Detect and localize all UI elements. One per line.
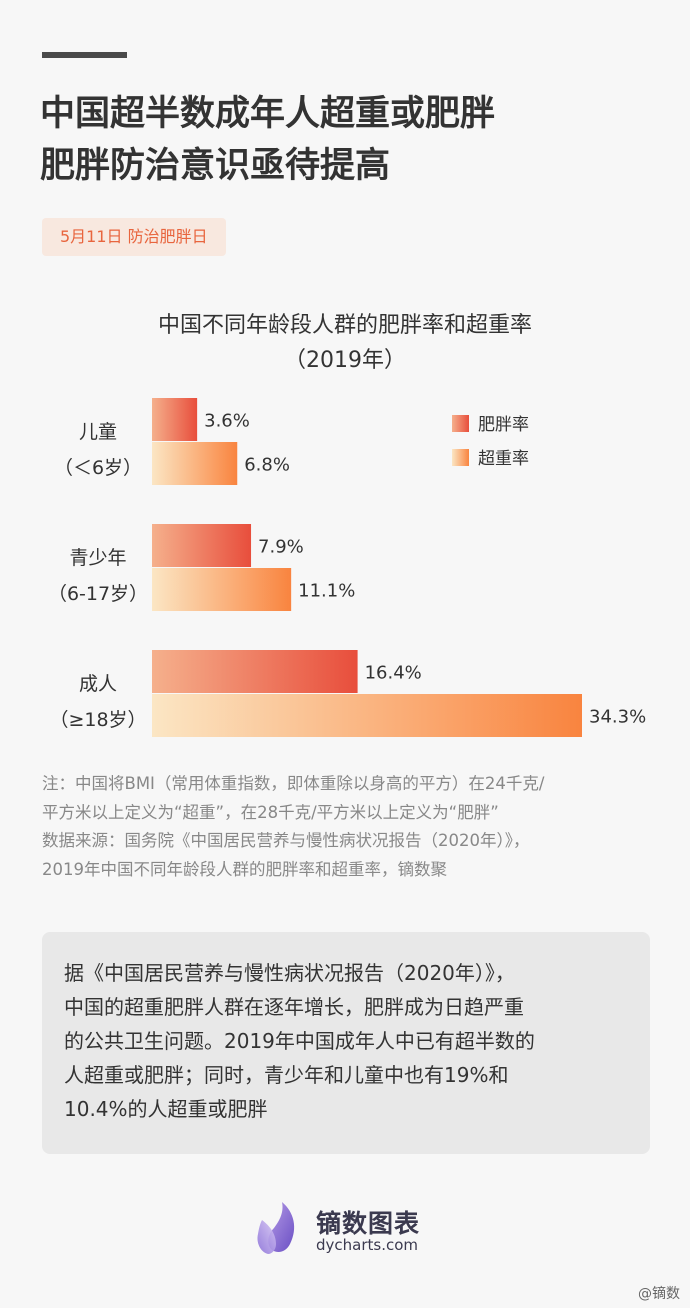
note-line3: 数据来源：国务院《中国居民营养与慢性病状况报告（2020年）》，: [42, 831, 530, 850]
category-sublabel: （＜6岁）: [54, 457, 142, 479]
summary-box: 据《中国居民营养与慢性病状况报告（2020年）》， 中国的超重肥胖人群在逐年增长…: [42, 932, 650, 1154]
bar-overweight: [152, 694, 582, 737]
category-label: 儿童: [79, 421, 117, 443]
legend-label: 肥胖率: [478, 415, 529, 435]
summary-line2: 中国的超重肥胖人群在逐年增长，肥胖成为日趋严重: [64, 995, 524, 1019]
chart-title: 中国不同年龄段人群的肥胖率和超重率: [157, 313, 532, 338]
legend-label: 超重率: [478, 449, 529, 469]
summary-line3: 的公共卫生问题。2019年中国成年人中已有超半数的: [64, 1029, 535, 1053]
chart-note: 注：中国将BMI（常用体重指数，即体重除以身高的平方）在24千克/ 平方米以上定…: [42, 770, 662, 884]
category-group: 儿童 （＜6岁） 3.6% 6.8%: [54, 398, 290, 485]
category-sublabel: （6-17岁）: [48, 583, 148, 605]
brand-flame-icon: [257, 1202, 295, 1254]
category-label: 青少年: [69, 547, 126, 569]
headline: 中国超半数成年人超重或肥胖 肥胖防治意识亟待提高: [40, 88, 495, 192]
brand-url: dycharts.com: [316, 1236, 419, 1254]
summary-line5: 10.4%的人超重或肥胖: [64, 1097, 268, 1121]
chart-subtitle: （2019年）: [284, 348, 406, 373]
date-tag: 5月11日 防治肥胖日: [42, 218, 226, 256]
bar-obesity: [152, 524, 252, 567]
note-line1: 注：中国将BMI（常用体重指数，即体重除以身高的平方）在24千克/: [42, 774, 545, 793]
data-label: 16.4%: [365, 663, 422, 684]
note-line4: 2019年中国不同年龄段人群的肥胖率和超重率，镝数聚: [42, 859, 447, 879]
top-rule: [42, 52, 127, 58]
brand-logo: 镝数图表 dycharts.com: [254, 1198, 454, 1258]
weibo-watermark: @镝数: [638, 1286, 680, 1302]
summary-line1: 据《中国居民营养与慢性病状况报告（2020年）》，: [64, 961, 515, 985]
data-label: 6.8%: [244, 455, 290, 476]
bar-obesity: [152, 398, 198, 441]
chart-groups: 儿童 （＜6岁） 3.6% 6.8% 青少年 （6-17岁） 7.9% 11.1% 成人 （≥18…: [48, 398, 646, 737]
brand-name-cn: 镝数图表: [316, 1209, 421, 1238]
bar-overweight: [152, 568, 292, 611]
data-label: 34.3%: [589, 707, 646, 728]
data-label: 3.6%: [204, 411, 250, 432]
category-group: 成人 （≥18岁） 16.4% 34.3%: [49, 650, 646, 737]
legend-swatch: [452, 449, 469, 466]
data-label: 11.1%: [298, 581, 355, 602]
summary-line4: 人超重或肥胖；同时，青少年和儿童中也有19%和: [64, 1063, 509, 1087]
bar-obesity: [152, 650, 358, 693]
legend-swatch: [452, 415, 469, 432]
category-label: 成人: [79, 673, 117, 695]
category-sublabel: （≥18岁）: [49, 709, 146, 731]
data-label: 7.9%: [258, 537, 304, 558]
category-group: 青少年 （6-17岁） 7.9% 11.1%: [48, 524, 355, 611]
headline-line1: 中国超半数成年人超重或肥胖: [40, 94, 496, 134]
bar-overweight: [152, 442, 238, 485]
headline-line2: 肥胖防治意识亟待提高: [40, 146, 391, 186]
note-line2: 平方米以上定义为“超重”，在28千克/平方米以上定义为“肥胖”: [42, 802, 499, 822]
